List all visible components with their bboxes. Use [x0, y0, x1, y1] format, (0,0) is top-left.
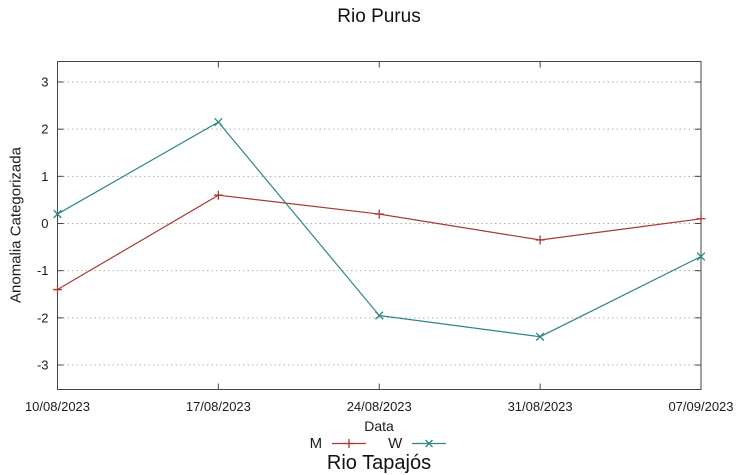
- data-point-marker: [696, 214, 706, 224]
- x-tick-label: 24/08/2023: [347, 399, 412, 414]
- x-tick-label: 17/08/2023: [186, 399, 251, 414]
- plot-border: [57, 61, 702, 390]
- legend-plus-marker-icon: [332, 439, 367, 448]
- legend: M W: [57, 435, 701, 459]
- y-tick-label: -2: [37, 310, 49, 325]
- data-point-marker: [535, 332, 545, 341]
- data-point-marker: [696, 252, 706, 261]
- y-tick-label: 0: [41, 216, 48, 231]
- legend-label-w: W: [388, 435, 403, 452]
- y-tick-label: 2: [41, 122, 48, 137]
- chart-title: Rio Purus: [337, 6, 421, 27]
- x-tick-label: 07/09/2023: [668, 399, 733, 414]
- legend-entry-m: M: [309, 435, 369, 452]
- data-point-marker: [53, 209, 62, 219]
- series-line: [57, 121, 702, 338]
- data-point-marker: [374, 311, 384, 320]
- y-tick-label: 3: [41, 74, 48, 89]
- x-axis-label: Data: [364, 418, 394, 434]
- y-tick-label: -3: [37, 358, 49, 373]
- data-point-marker: [53, 285, 62, 295]
- data-point-marker: [213, 190, 223, 200]
- legend-cross-marker-icon: [412, 439, 447, 448]
- next-chart-title-partial: Rio Tapajós: [326, 452, 432, 474]
- chart-page: { "title": "Rio Purus", "chart_data": { …: [7, 6, 734, 474]
- series-line: [57, 194, 702, 291]
- data-point-marker: [374, 209, 384, 219]
- y-tick-label: 1: [41, 169, 48, 184]
- plot-area: 3 2 1 0 -1 -2 -3 10/08/2023 17/08/2023 24/08/2023…: [25, 61, 734, 414]
- y-tick-label: -1: [37, 263, 49, 278]
- data-point-marker: [535, 235, 545, 245]
- x-tick-label: 10/08/2023: [25, 399, 90, 414]
- x-tick-label: 31/08/2023: [508, 399, 573, 414]
- data-point-marker: [214, 117, 223, 127]
- legend-label-m: M: [309, 435, 323, 452]
- legend-entry-w: W: [388, 435, 448, 452]
